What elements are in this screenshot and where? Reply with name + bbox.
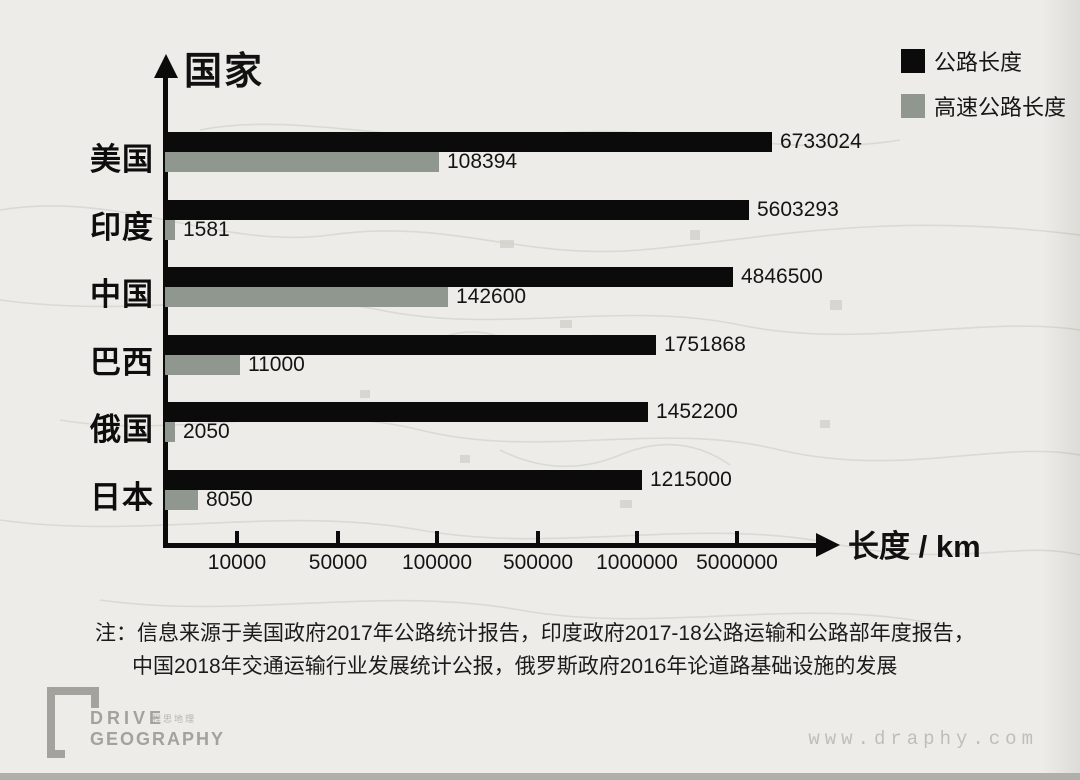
y-axis-title: 国家 [184,51,265,93]
source-note-line2: 中国2018年交通运输行业发展统计公报，俄罗斯政府2016年论道路基础设施的发展 [132,655,898,678]
country-label: 日本 [90,480,154,515]
x-axis-tick-mark [635,531,639,544]
brand-chinese-text: 程思地理 [152,714,197,724]
x-axis-tick-mark [336,531,340,544]
page-edge-shading [1042,0,1080,780]
road-length-bar [165,267,733,288]
country-label: 巴西 [90,344,154,380]
expressway-length-bar [165,490,198,510]
expressway-length-bar [165,219,175,240]
legend-item-expressway-length: 高速公路长度 [901,90,1066,122]
x-axis-tick-mark [536,531,540,544]
country-label: 中国 [90,277,154,313]
country-label: 俄国 [90,412,154,448]
legend-label: 高速公路长度 [934,95,1067,120]
bar-value-label: 142600 [456,285,527,309]
bar-value-label: 1452200 [656,400,738,424]
source-note-line1: 注：信息来源于美国政府2017年公路统计报告，印度政府2017-18公路运输和公… [95,622,975,645]
chart-legend: 公路长度 高速公路长度 [901,45,1066,135]
expressway-length-bar [165,287,448,308]
bottom-border-strip [0,773,1080,780]
road-length-bar [165,334,656,355]
source-note: 注：信息来源于美国政府2017年公路统计报告，印度政府2017-18公路运输和公… [95,617,975,683]
brand-line-geography: GEOGRAPHY [90,729,226,749]
x-axis-tick-label: 500000 [502,551,574,574]
legend-item-road-length: 公路长度 [901,45,1066,77]
x-axis-title: 长度 / km [848,529,981,564]
bar-value-label: 5603293 [757,197,839,221]
website-watermark: www.draphy.com [808,728,1038,750]
road-length-bar [165,132,772,152]
x-axis-tick-label: 5000000 [696,551,778,574]
x-axis-line [163,543,818,548]
x-axis-tick-mark [435,531,439,544]
x-axis-tick-label: 10000 [207,551,267,574]
bar-value-label: 1215000 [650,468,732,491]
x-axis-tick-label: 50000 [308,551,368,574]
expressway-length-bar [165,152,439,172]
x-axis-tick-mark [735,531,739,544]
legend-label: 公路长度 [934,50,1023,75]
drive-geography-logo-icon [47,687,99,758]
legend-swatch-gray [901,94,925,118]
country-label: 美国 [90,142,154,177]
bar-value-label: 1581 [183,217,230,241]
road-length-bar [165,470,642,490]
brand-wordmark: DRIVE GEOGRAPHY [90,708,225,750]
y-axis-arrow-icon [154,54,178,78]
bar-value-label: 6733024 [780,130,862,153]
x-axis-tick-mark [235,531,239,544]
country-label: 印度 [90,209,154,245]
brand-line-drive: DRIVE [90,708,166,728]
y-axis-line [163,76,168,548]
road-length-bar [165,199,749,220]
legend-swatch-black [901,49,925,73]
bar-value-label: 108394 [447,150,518,173]
x-axis-tick-label: 100000 [401,551,473,574]
bar-value-label: 8050 [206,488,253,511]
expressway-length-bar [165,354,240,375]
expressway-length-bar [165,422,175,443]
road-length-bar [165,402,648,423]
x-axis-arrow-icon [816,533,840,557]
bar-value-label: 11000 [248,352,305,376]
bar-value-label: 4846500 [741,265,823,289]
bar-value-label: 2050 [183,420,230,444]
x-axis-tick-label: 1000000 [596,551,678,574]
bar-value-label: 1751868 [664,332,746,356]
